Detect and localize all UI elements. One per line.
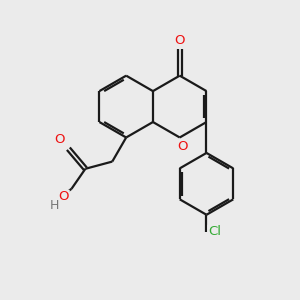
Text: O: O bbox=[58, 190, 69, 203]
Text: O: O bbox=[177, 140, 187, 153]
Text: H: H bbox=[50, 199, 59, 212]
Text: Cl: Cl bbox=[208, 225, 221, 238]
Text: O: O bbox=[54, 133, 65, 146]
Text: O: O bbox=[175, 34, 185, 47]
